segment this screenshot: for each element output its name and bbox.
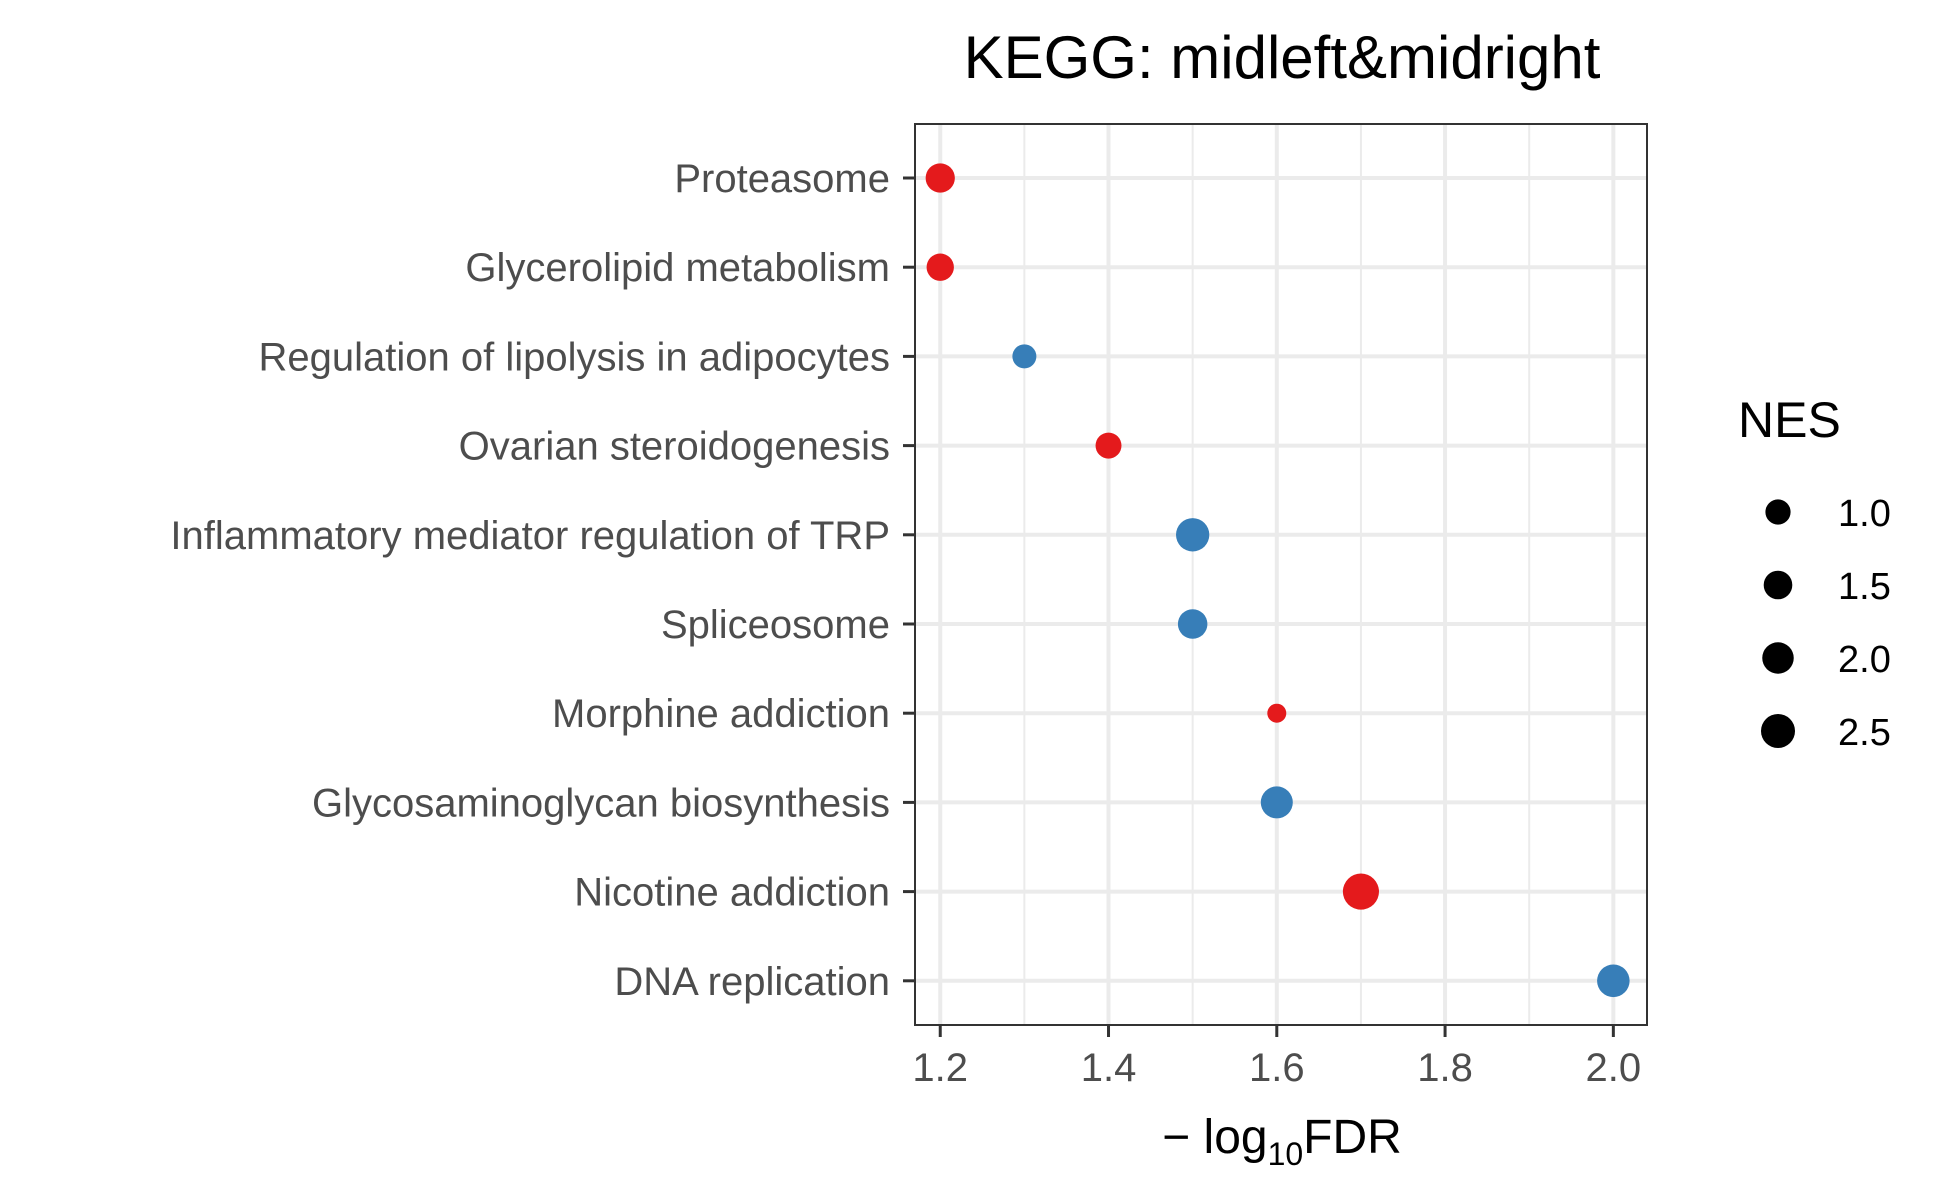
- legend-label: 1.0: [1838, 493, 1891, 535]
- x-tick-label: 2.0: [1586, 1046, 1642, 1090]
- y-tick-label: Proteasome: [674, 157, 890, 201]
- legend-key: [1763, 570, 1793, 600]
- legend-key: [1762, 642, 1794, 674]
- data-point: [1260, 786, 1293, 819]
- gridlines: [915, 124, 1647, 1025]
- x-axis-title-prefix: − log: [1162, 1111, 1267, 1164]
- x-tick-label: 1.6: [1249, 1046, 1305, 1090]
- x-tick-label: 1.2: [912, 1046, 968, 1090]
- plot-panel: [914, 123, 1648, 1026]
- x-tick-label: 1.8: [1417, 1046, 1473, 1090]
- y-tick-label: Ovarian steroidogenesis: [459, 425, 890, 469]
- data-point: [926, 253, 954, 281]
- legend-label: 2.5: [1838, 712, 1891, 754]
- x-axis: 1.2 1.4 1.6 1.8 2.0: [912, 1025, 1641, 1090]
- data-point: [1176, 518, 1210, 552]
- y-tick-label: DNA replication: [614, 960, 890, 1004]
- chart-title: KEGG: midleft&midright: [964, 24, 1601, 91]
- y-tick-label: Glycosaminoglycan biosynthesis: [312, 781, 890, 825]
- legend-key: [1760, 713, 1796, 749]
- data-point: [1177, 609, 1208, 639]
- size-legend: NES 1.0 1.5 2.0 2.5: [1738, 392, 1891, 754]
- x-axis-title-subscript: 10: [1268, 1136, 1304, 1172]
- legend-label: 2.0: [1838, 639, 1891, 681]
- x-axis-title: − log10FDR: [1162, 1111, 1402, 1172]
- y-tick-label: Regulation of lipolysis in adipocytes: [259, 335, 890, 379]
- data-points: [925, 163, 1630, 998]
- panel-border: [914, 123, 1648, 1026]
- y-tick-label: Inflammatory mediator regulation of TRP: [170, 514, 890, 558]
- legend-title: NES: [1738, 392, 1841, 448]
- data-point: [1095, 432, 1122, 459]
- x-axis-title-suffix: FDR: [1303, 1111, 1402, 1164]
- y-tick-label: Glycerolipid metabolism: [465, 246, 890, 290]
- y-tick-label: Nicotine addiction: [574, 871, 890, 915]
- data-point: [1342, 873, 1379, 910]
- data-point: [1267, 703, 1287, 723]
- y-axis: Proteasome Glycerolipid metabolism Regulat…: [170, 157, 915, 1004]
- data-point: [1597, 964, 1630, 998]
- y-tick-label: Morphine addiction: [552, 692, 890, 736]
- data-point: [925, 163, 955, 193]
- x-tick-label: 1.4: [1081, 1046, 1137, 1090]
- data-point: [1012, 344, 1037, 369]
- y-tick-label: Spliceosome: [661, 603, 890, 647]
- legend-label: 1.5: [1838, 566, 1891, 608]
- panel-background: [915, 124, 1647, 1025]
- legend-key: [1765, 499, 1791, 525]
